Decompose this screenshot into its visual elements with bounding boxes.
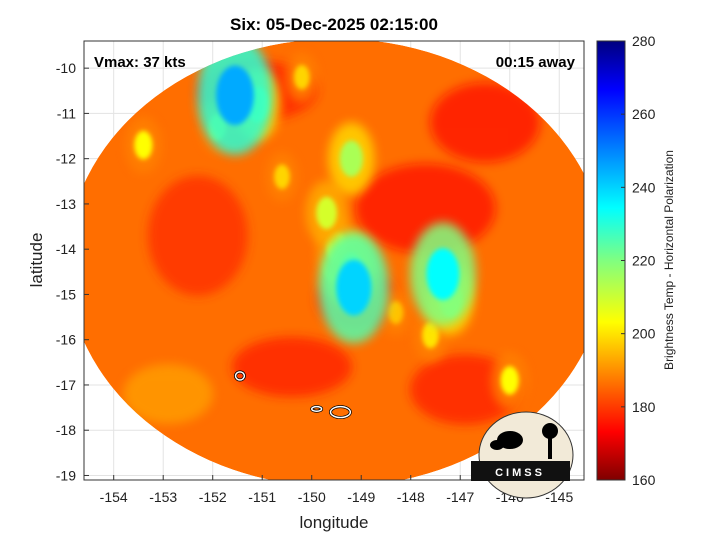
island-outline <box>310 405 323 412</box>
x-tick-label: -148 <box>397 489 425 505</box>
logo: CIMSS <box>471 411 574 499</box>
feature-core <box>274 164 290 190</box>
logo-circle <box>478 411 574 499</box>
island-outline <box>234 371 246 381</box>
colorbar-label: Brightness Temp - Horizontal Polarizatio… <box>662 150 676 370</box>
data-swath <box>84 41 584 480</box>
feature-core <box>500 366 519 395</box>
x-tick-label: -151 <box>248 489 276 505</box>
logo-text: CIMSS <box>495 467 545 479</box>
y-tick-label: -18 <box>56 422 76 438</box>
feature-core <box>388 300 404 325</box>
x-tick-label: -145 <box>545 489 573 505</box>
x-tick-label: -150 <box>298 489 326 505</box>
x-tick-label: -154 <box>100 489 128 505</box>
colorbar-tick-label: 180 <box>632 399 656 415</box>
feature-core <box>316 196 337 230</box>
feature-core <box>216 65 254 126</box>
colorbar-ticks: 160 180 200 220 240 260 280 <box>621 33 656 488</box>
colorbar-tick-label: 280 <box>632 33 656 49</box>
x-axis-label: longitude <box>299 513 368 532</box>
colorbar-tick-label: 160 <box>632 472 656 488</box>
plot-frame <box>83 40 585 481</box>
y-axis-label: latitude <box>27 233 46 288</box>
logo-dish-icon-small <box>490 440 504 450</box>
colorbar-tick-label: 220 <box>632 253 656 269</box>
colorbar <box>596 40 626 481</box>
feature-core <box>134 130 153 160</box>
colorbar-tick-label: 200 <box>632 326 656 342</box>
y-tick-label: -11 <box>57 105 76 121</box>
logo-banner <box>471 461 570 481</box>
feature-core <box>422 322 439 349</box>
time-away-label: 00:15 away <box>496 54 576 71</box>
logo-tower-leg <box>548 437 552 459</box>
swath-texture <box>429 82 540 163</box>
y-tick-label: -15 <box>56 286 76 302</box>
y-tick-label: -12 <box>56 151 76 167</box>
feature-core <box>293 64 310 90</box>
island-outlines <box>233 370 352 420</box>
y-tick-label: -10 <box>56 60 76 76</box>
x-tick-label: -153 <box>149 489 177 505</box>
y-tick-label: -17 <box>56 377 76 393</box>
x-tick-label: -152 <box>199 489 227 505</box>
feature-core <box>339 140 363 177</box>
x-tick-label: -147 <box>446 489 474 505</box>
logo-water-tower-icon <box>542 423 558 439</box>
colorbar-tick-label: 260 <box>632 106 656 122</box>
x-tick-label: -149 <box>347 489 375 505</box>
feature-core <box>426 248 460 300</box>
feature-core <box>336 259 372 316</box>
y-tick-label: -14 <box>56 241 76 257</box>
y-axis-ticks: -10 -11 -12 -13 -14 -15 -16 -17 -18 -19 <box>56 60 89 483</box>
swath-texture <box>147 175 248 296</box>
y-tick-label: -13 <box>56 196 76 212</box>
swath-texture <box>231 336 352 397</box>
swath-texture <box>123 364 214 425</box>
vmax-label: Vmax: 37 kts <box>94 54 186 71</box>
chart-title: Six: 05-Dec-2025 02:15:00 <box>230 15 438 34</box>
island-outline <box>329 405 352 419</box>
y-tick-label: -16 <box>56 332 76 348</box>
colorbar-tick-label: 240 <box>632 179 656 195</box>
y-tick-label: -19 <box>56 467 76 483</box>
